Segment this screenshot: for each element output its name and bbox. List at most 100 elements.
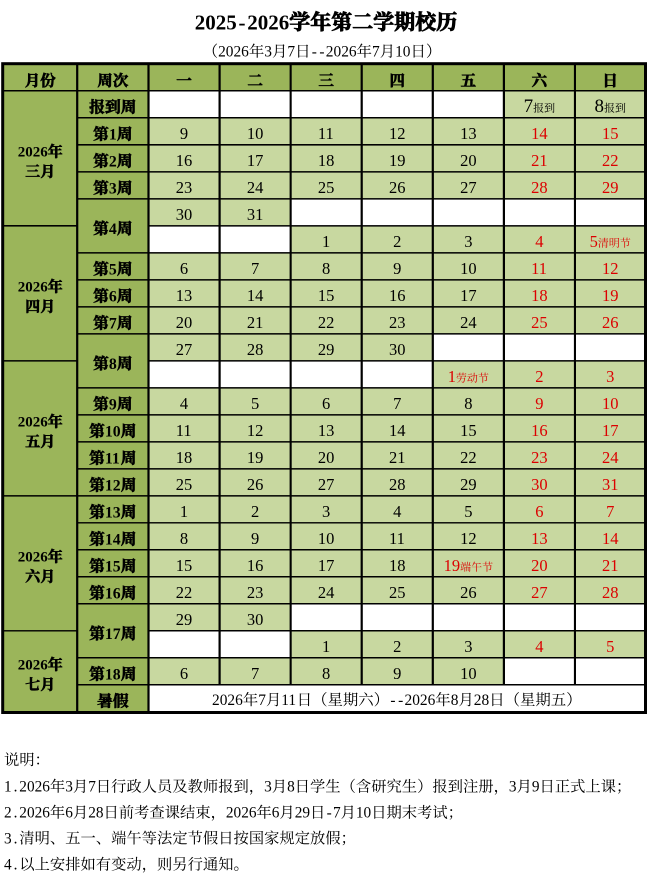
svg-text:7: 7 (372, 44, 380, 61)
svg-text:15: 15 (460, 421, 477, 440)
svg-text:22: 22 (318, 313, 335, 332)
svg-text:7: 7 (251, 664, 259, 683)
svg-text:5: 5 (590, 232, 598, 251)
svg-text:25: 25 (531, 313, 548, 332)
svg-text:4: 4 (4, 857, 12, 874)
svg-text:2026: 2026 (18, 145, 49, 161)
svg-text:14: 14 (247, 286, 264, 305)
svg-text:18: 18 (176, 448, 193, 467)
svg-text:6: 6 (180, 664, 188, 683)
svg-text:2026: 2026 (18, 550, 49, 566)
svg-text:8: 8 (464, 394, 472, 413)
svg-text:4: 4 (180, 394, 188, 413)
svg-text:15: 15 (318, 286, 335, 305)
svg-text:29: 29 (460, 475, 477, 494)
svg-text:22: 22 (176, 583, 193, 602)
svg-text:18: 18 (318, 151, 335, 170)
svg-text:1: 1 (109, 127, 117, 144)
svg-text:7: 7 (393, 394, 401, 413)
svg-text:17: 17 (247, 151, 264, 170)
svg-text:5: 5 (251, 394, 259, 413)
svg-text:2: 2 (393, 637, 401, 656)
svg-text:21: 21 (602, 556, 619, 575)
svg-text:24: 24 (460, 313, 477, 332)
svg-text:21: 21 (247, 313, 264, 332)
svg-text:14: 14 (389, 421, 406, 440)
svg-text:2026: 2026 (226, 805, 257, 822)
svg-text:3: 3 (464, 232, 472, 251)
svg-text:29: 29 (602, 178, 619, 197)
svg-text:7: 7 (524, 96, 534, 117)
svg-text:24: 24 (247, 178, 264, 197)
svg-text:11: 11 (531, 259, 547, 278)
svg-text:17: 17 (318, 556, 335, 575)
svg-text:-: - (312, 44, 317, 61)
svg-text:1: 1 (4, 779, 12, 796)
svg-text:13: 13 (105, 505, 121, 522)
svg-text:10: 10 (460, 664, 477, 683)
svg-text:28: 28 (247, 340, 264, 359)
svg-text:3: 3 (264, 44, 272, 61)
svg-text:1: 1 (448, 367, 456, 386)
svg-text:10: 10 (356, 805, 372, 822)
svg-text:29: 29 (176, 610, 193, 629)
svg-text:-: - (327, 805, 332, 822)
svg-text:12: 12 (389, 124, 406, 143)
svg-text:12: 12 (105, 478, 121, 495)
svg-text:8: 8 (322, 259, 330, 278)
svg-text:9: 9 (532, 779, 540, 796)
svg-text:6: 6 (322, 394, 330, 413)
svg-text:11: 11 (281, 692, 296, 709)
svg-text:7: 7 (109, 316, 117, 333)
svg-text:2026: 2026 (19, 805, 50, 822)
svg-text:31: 31 (602, 475, 619, 494)
svg-text:2026: 2026 (218, 44, 249, 61)
svg-text:2: 2 (393, 232, 401, 251)
svg-text:7: 7 (606, 502, 614, 521)
svg-text:8: 8 (595, 96, 605, 117)
svg-text:10: 10 (602, 394, 619, 413)
svg-text:25: 25 (389, 583, 406, 602)
svg-text:27: 27 (176, 340, 193, 359)
svg-text:.: . (14, 805, 18, 822)
svg-text:30: 30 (389, 340, 406, 359)
svg-text:25: 25 (176, 475, 193, 494)
svg-text:7: 7 (333, 805, 341, 822)
svg-text:7: 7 (88, 779, 96, 796)
svg-text:3: 3 (4, 830, 12, 847)
svg-text:17: 17 (105, 626, 121, 643)
svg-text:2026: 2026 (18, 280, 49, 296)
svg-text:16: 16 (105, 586, 121, 603)
svg-text:3: 3 (65, 779, 73, 796)
svg-text:24: 24 (602, 448, 619, 467)
svg-text:28: 28 (88, 805, 104, 822)
svg-text:22: 22 (460, 448, 477, 467)
svg-text:7: 7 (251, 259, 259, 278)
svg-text:5: 5 (109, 262, 117, 279)
svg-text:14: 14 (531, 124, 548, 143)
svg-text:13: 13 (531, 529, 548, 548)
svg-text:12: 12 (602, 259, 619, 278)
svg-text:21: 21 (531, 151, 548, 170)
svg-text:1: 1 (322, 232, 330, 251)
svg-text:27: 27 (460, 178, 477, 197)
svg-text:2026: 2026 (326, 44, 357, 61)
svg-text:16: 16 (247, 556, 264, 575)
svg-text:29: 29 (318, 340, 335, 359)
svg-text:8: 8 (287, 779, 295, 796)
svg-text:.: . (14, 857, 18, 874)
svg-text:4: 4 (535, 637, 543, 656)
svg-text:29: 29 (295, 805, 311, 822)
svg-text:24: 24 (318, 583, 335, 602)
svg-text:8: 8 (109, 356, 117, 373)
svg-text:4: 4 (109, 221, 117, 238)
svg-text:11: 11 (389, 529, 405, 548)
svg-text:31: 31 (247, 205, 264, 224)
svg-text:5: 5 (464, 502, 472, 521)
svg-text:27: 27 (318, 475, 335, 494)
svg-text:28: 28 (531, 178, 548, 197)
svg-text:18: 18 (531, 286, 548, 305)
svg-text:.: . (14, 830, 18, 847)
svg-text:2: 2 (4, 805, 12, 822)
svg-text:2026: 2026 (212, 692, 243, 709)
